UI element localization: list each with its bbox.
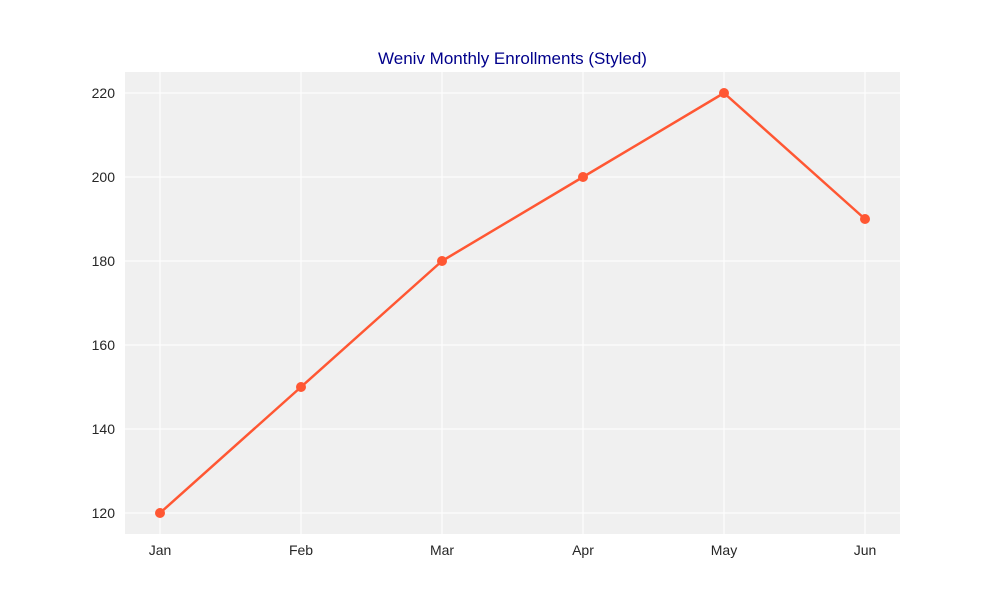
grid-lines: [125, 72, 900, 534]
chart-title: Weniv Monthly Enrollments (Styled): [378, 49, 647, 68]
data-point-mar: [437, 256, 447, 266]
y-axis-tick-labels: 120 140 160 180 200 220: [92, 85, 116, 521]
series-layer: [158, 91, 867, 515]
marker-layer: [155, 88, 870, 518]
x-axis-tick-labels: Jan Feb Mar Apr May Jun: [149, 542, 877, 558]
x-tick-label: Feb: [289, 542, 313, 558]
data-point-feb: [296, 382, 306, 392]
data-point-apr: [578, 172, 588, 182]
x-tick-label: Apr: [572, 542, 594, 558]
x-tick-label: May: [711, 542, 737, 558]
y-tick-label: 160: [92, 337, 116, 353]
data-point-jan: [155, 508, 165, 518]
x-tick-label: Jan: [149, 542, 172, 558]
x-tick-label: Jun: [854, 542, 877, 558]
data-point-jun: [860, 214, 870, 224]
plot-area: [125, 72, 900, 534]
data-point-may: [719, 88, 729, 98]
y-tick-label: 140: [92, 421, 116, 437]
y-tick-label: 180: [92, 253, 116, 269]
y-tick-label: 120: [92, 505, 116, 521]
y-tick-label: 220: [92, 85, 116, 101]
x-tick-label: Mar: [430, 542, 454, 558]
series-line: [158, 91, 867, 515]
y-tick-label: 200: [92, 169, 116, 185]
